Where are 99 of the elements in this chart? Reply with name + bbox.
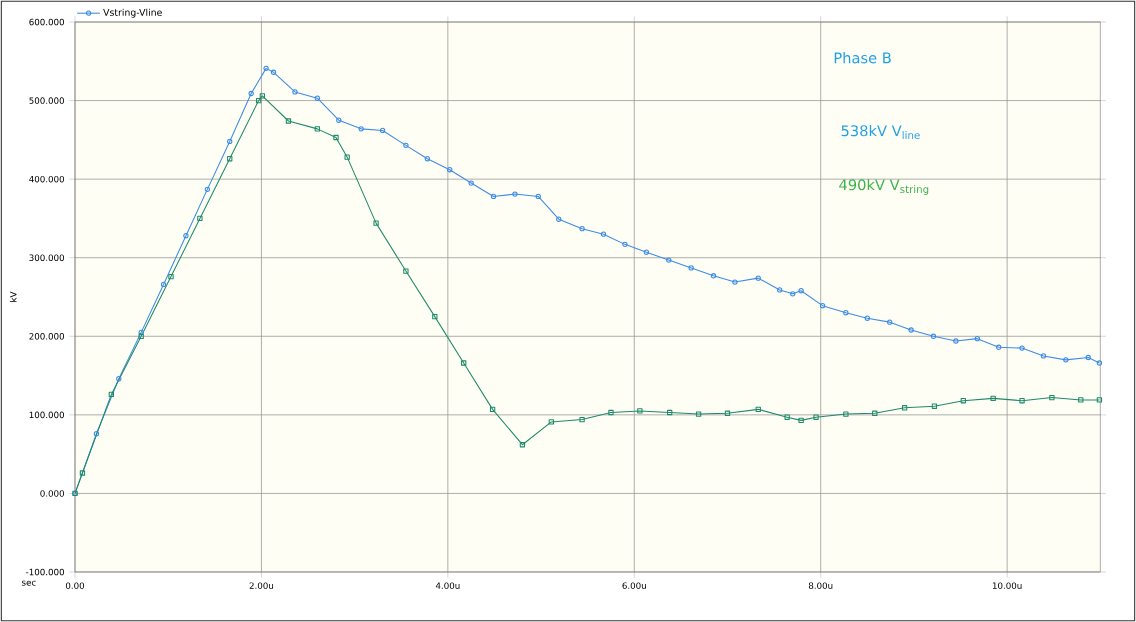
y-tick-label: 0.000 xyxy=(40,490,65,497)
point xyxy=(579,416,585,423)
point xyxy=(138,333,144,339)
point xyxy=(695,411,702,417)
point xyxy=(798,288,804,294)
y-tick-label: -100.000 xyxy=(26,568,65,576)
point xyxy=(710,273,717,279)
point xyxy=(461,360,467,366)
point xyxy=(1019,345,1025,351)
point xyxy=(403,268,409,274)
point xyxy=(204,186,211,193)
point xyxy=(336,117,342,123)
point xyxy=(512,191,518,197)
point xyxy=(864,315,870,321)
y-tick-label: 100.000 xyxy=(29,411,65,419)
y-tick-label: 500.000 xyxy=(29,97,65,104)
point xyxy=(292,89,298,95)
point xyxy=(468,180,474,186)
point xyxy=(248,90,254,97)
point xyxy=(666,257,672,263)
point xyxy=(358,126,364,132)
point xyxy=(622,241,628,248)
point xyxy=(447,167,453,173)
annotation: 490kV V$_{string}$ xyxy=(839,178,929,196)
point xyxy=(373,220,379,226)
point xyxy=(1063,357,1069,363)
point xyxy=(333,134,339,141)
point xyxy=(168,273,174,280)
point xyxy=(424,156,431,162)
point xyxy=(314,95,321,101)
point xyxy=(1078,397,1084,403)
point xyxy=(931,403,938,409)
point xyxy=(227,138,233,145)
point xyxy=(79,470,86,476)
point xyxy=(798,417,804,424)
point xyxy=(1085,354,1091,361)
annotation: Phase B xyxy=(834,52,891,64)
point xyxy=(259,93,266,99)
point xyxy=(314,126,321,132)
x-tick-label: 4.00u xyxy=(435,582,460,589)
point xyxy=(996,344,1002,350)
y-tick-label: 600.000 xyxy=(29,18,65,26)
point xyxy=(344,154,350,160)
point xyxy=(974,335,980,342)
point xyxy=(270,69,277,75)
point xyxy=(285,118,292,124)
point xyxy=(732,279,738,285)
point xyxy=(688,265,694,271)
point xyxy=(1049,394,1055,401)
point xyxy=(197,215,203,222)
point xyxy=(843,411,849,417)
point xyxy=(548,419,554,425)
point xyxy=(887,319,893,325)
point xyxy=(901,405,908,411)
point xyxy=(432,313,438,320)
point xyxy=(93,431,100,437)
point xyxy=(1019,398,1025,404)
point xyxy=(777,287,783,293)
point xyxy=(790,291,796,297)
point xyxy=(116,376,122,382)
point xyxy=(183,233,189,239)
point xyxy=(490,193,497,200)
point xyxy=(872,410,878,416)
point xyxy=(930,333,937,339)
point xyxy=(843,310,849,316)
point xyxy=(990,395,996,402)
y-axis-title: kV xyxy=(9,291,17,302)
y-tick-label: 200.000 xyxy=(29,333,65,340)
point xyxy=(813,414,819,420)
point xyxy=(608,409,614,416)
point xyxy=(403,142,409,149)
point xyxy=(643,249,650,255)
annotation: 538kV V$_{line}$ xyxy=(841,124,920,140)
x-axis-title: sec xyxy=(22,580,36,586)
point xyxy=(160,281,167,288)
point xyxy=(227,156,233,162)
x-tick-label: 6.00u xyxy=(622,582,646,589)
point xyxy=(1040,353,1047,359)
x-tick-label: 0.00 xyxy=(65,582,85,589)
point xyxy=(819,302,826,309)
legend-label: Vstring-Vline xyxy=(103,8,162,18)
point xyxy=(600,231,607,237)
x-tick-label: 10.00u xyxy=(992,582,1022,589)
point xyxy=(637,408,643,414)
y-tick-label: 300.000 xyxy=(29,254,65,261)
point xyxy=(263,65,269,72)
point xyxy=(556,216,562,222)
point xyxy=(138,329,144,336)
point xyxy=(784,414,790,420)
y-tick-label: 400.000 xyxy=(29,175,65,183)
point xyxy=(755,275,761,281)
point xyxy=(953,338,959,344)
point xyxy=(379,127,386,134)
point xyxy=(755,406,761,413)
point xyxy=(908,327,914,333)
point xyxy=(579,225,585,232)
point xyxy=(535,193,541,200)
x-tick-label: 8.00u xyxy=(808,582,833,589)
x-tick-label: 2.00u xyxy=(249,582,274,589)
